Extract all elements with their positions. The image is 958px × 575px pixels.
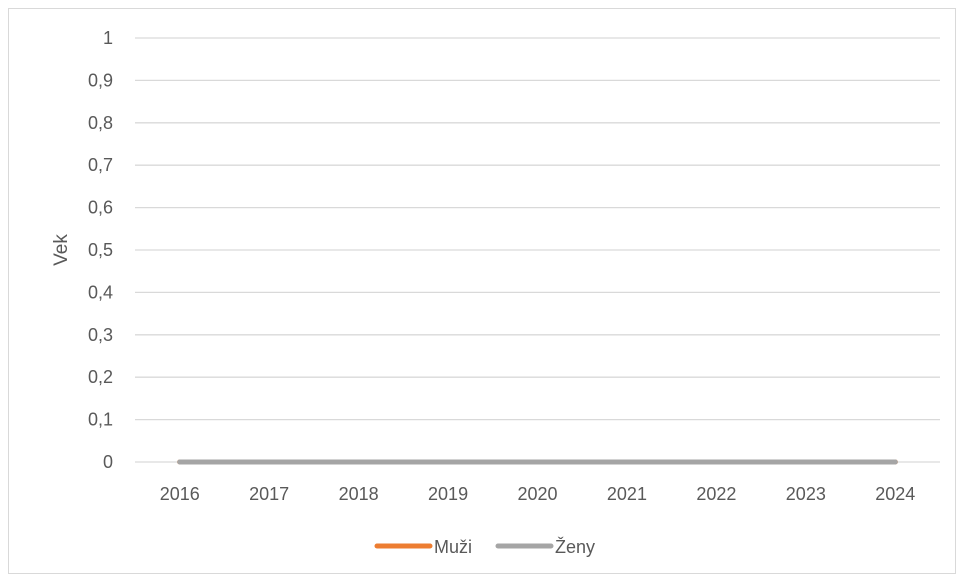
y-tick-label: 0,7: [88, 155, 113, 175]
y-tick-label: 0,3: [88, 325, 113, 345]
x-axis-tick-labels: 2016 2017 2018 2019 2020 2021 2022 2023 2024: [160, 484, 916, 504]
x-tick-label: 2018: [339, 484, 379, 504]
x-tick-label: 2017: [249, 484, 289, 504]
legend: Muži Ženy: [374, 537, 595, 557]
gridlines: [135, 37, 940, 463]
y-tick-label: 0,6: [88, 198, 113, 218]
y-axis-title: Vek: [51, 234, 72, 266]
x-tick-label: 2020: [517, 484, 557, 504]
legend-label: Ženy: [555, 537, 595, 557]
chart-frame: [8, 8, 956, 574]
y-tick-label: 0,5: [88, 240, 113, 260]
x-tick-label: 2019: [428, 484, 468, 504]
y-axis-tick-labels: 0 0,1 0,2 0,3 0,4 0,5 0,6 0,7 0,8 0,9 1: [88, 28, 113, 472]
x-tick-label: 2024: [875, 484, 915, 504]
y-tick-label: 0,8: [88, 113, 113, 133]
y-tick-label: 0,4: [88, 282, 113, 302]
y-tick-label: 1: [103, 28, 113, 48]
x-tick-label: 2023: [786, 484, 826, 504]
y-tick-label: 0,9: [88, 70, 113, 90]
legend-label: Muži: [434, 537, 472, 557]
y-tick-label: 0: [103, 452, 113, 472]
y-tick-label: 0,2: [88, 367, 113, 387]
x-tick-label: 2016: [160, 484, 200, 504]
x-tick-label: 2021: [607, 484, 647, 504]
y-tick-label: 0,1: [88, 410, 113, 430]
x-tick-label: 2022: [696, 484, 736, 504]
